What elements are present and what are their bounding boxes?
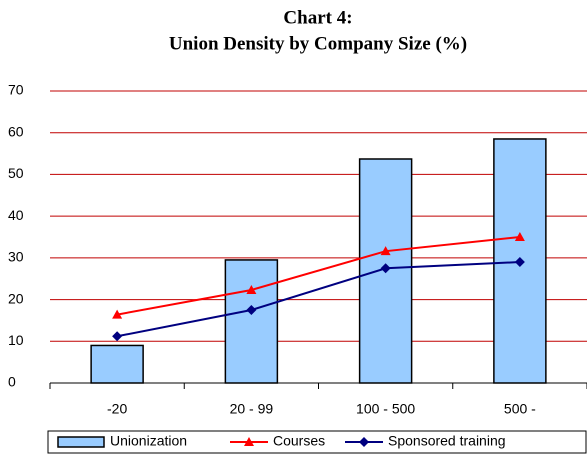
y-tick-label: 30 (8, 249, 24, 265)
marker (244, 437, 254, 446)
legend-box (47, 430, 587, 454)
marker (246, 305, 257, 315)
y-tick-label: 70 (8, 82, 24, 98)
x-tick-label: 500 - (504, 401, 536, 417)
marker (112, 309, 123, 319)
legend-swatch (57, 436, 105, 448)
chart-title: Chart 4: (283, 7, 352, 28)
bar (90, 344, 144, 384)
y-tick-label: 40 (8, 207, 24, 223)
marker (514, 257, 525, 268)
legend-label: Courses (273, 433, 325, 449)
x-tick-label: 100 - 500 (356, 401, 415, 417)
marker (112, 331, 123, 342)
line (116, 261, 520, 338)
y-tick-label: 0 (8, 374, 16, 390)
chart-title: Union Density by Company Size (%) (169, 33, 467, 54)
bar (224, 259, 279, 384)
marker (514, 232, 525, 241)
x-tick-label: 20 - 99 (230, 401, 274, 417)
y-tick-label: 10 (8, 332, 24, 348)
y-tick-label: 20 (8, 290, 24, 306)
legend-label: Unionization (110, 433, 187, 449)
marker (246, 284, 257, 294)
y-tick-label: 60 (8, 123, 24, 139)
x-tick-label: -20 (107, 401, 127, 417)
marker (380, 263, 391, 274)
marker (380, 246, 391, 256)
marker (359, 437, 369, 447)
legend-label: Sponsored training (388, 433, 506, 449)
y-tick-label: 50 (8, 165, 24, 181)
line (116, 236, 520, 316)
